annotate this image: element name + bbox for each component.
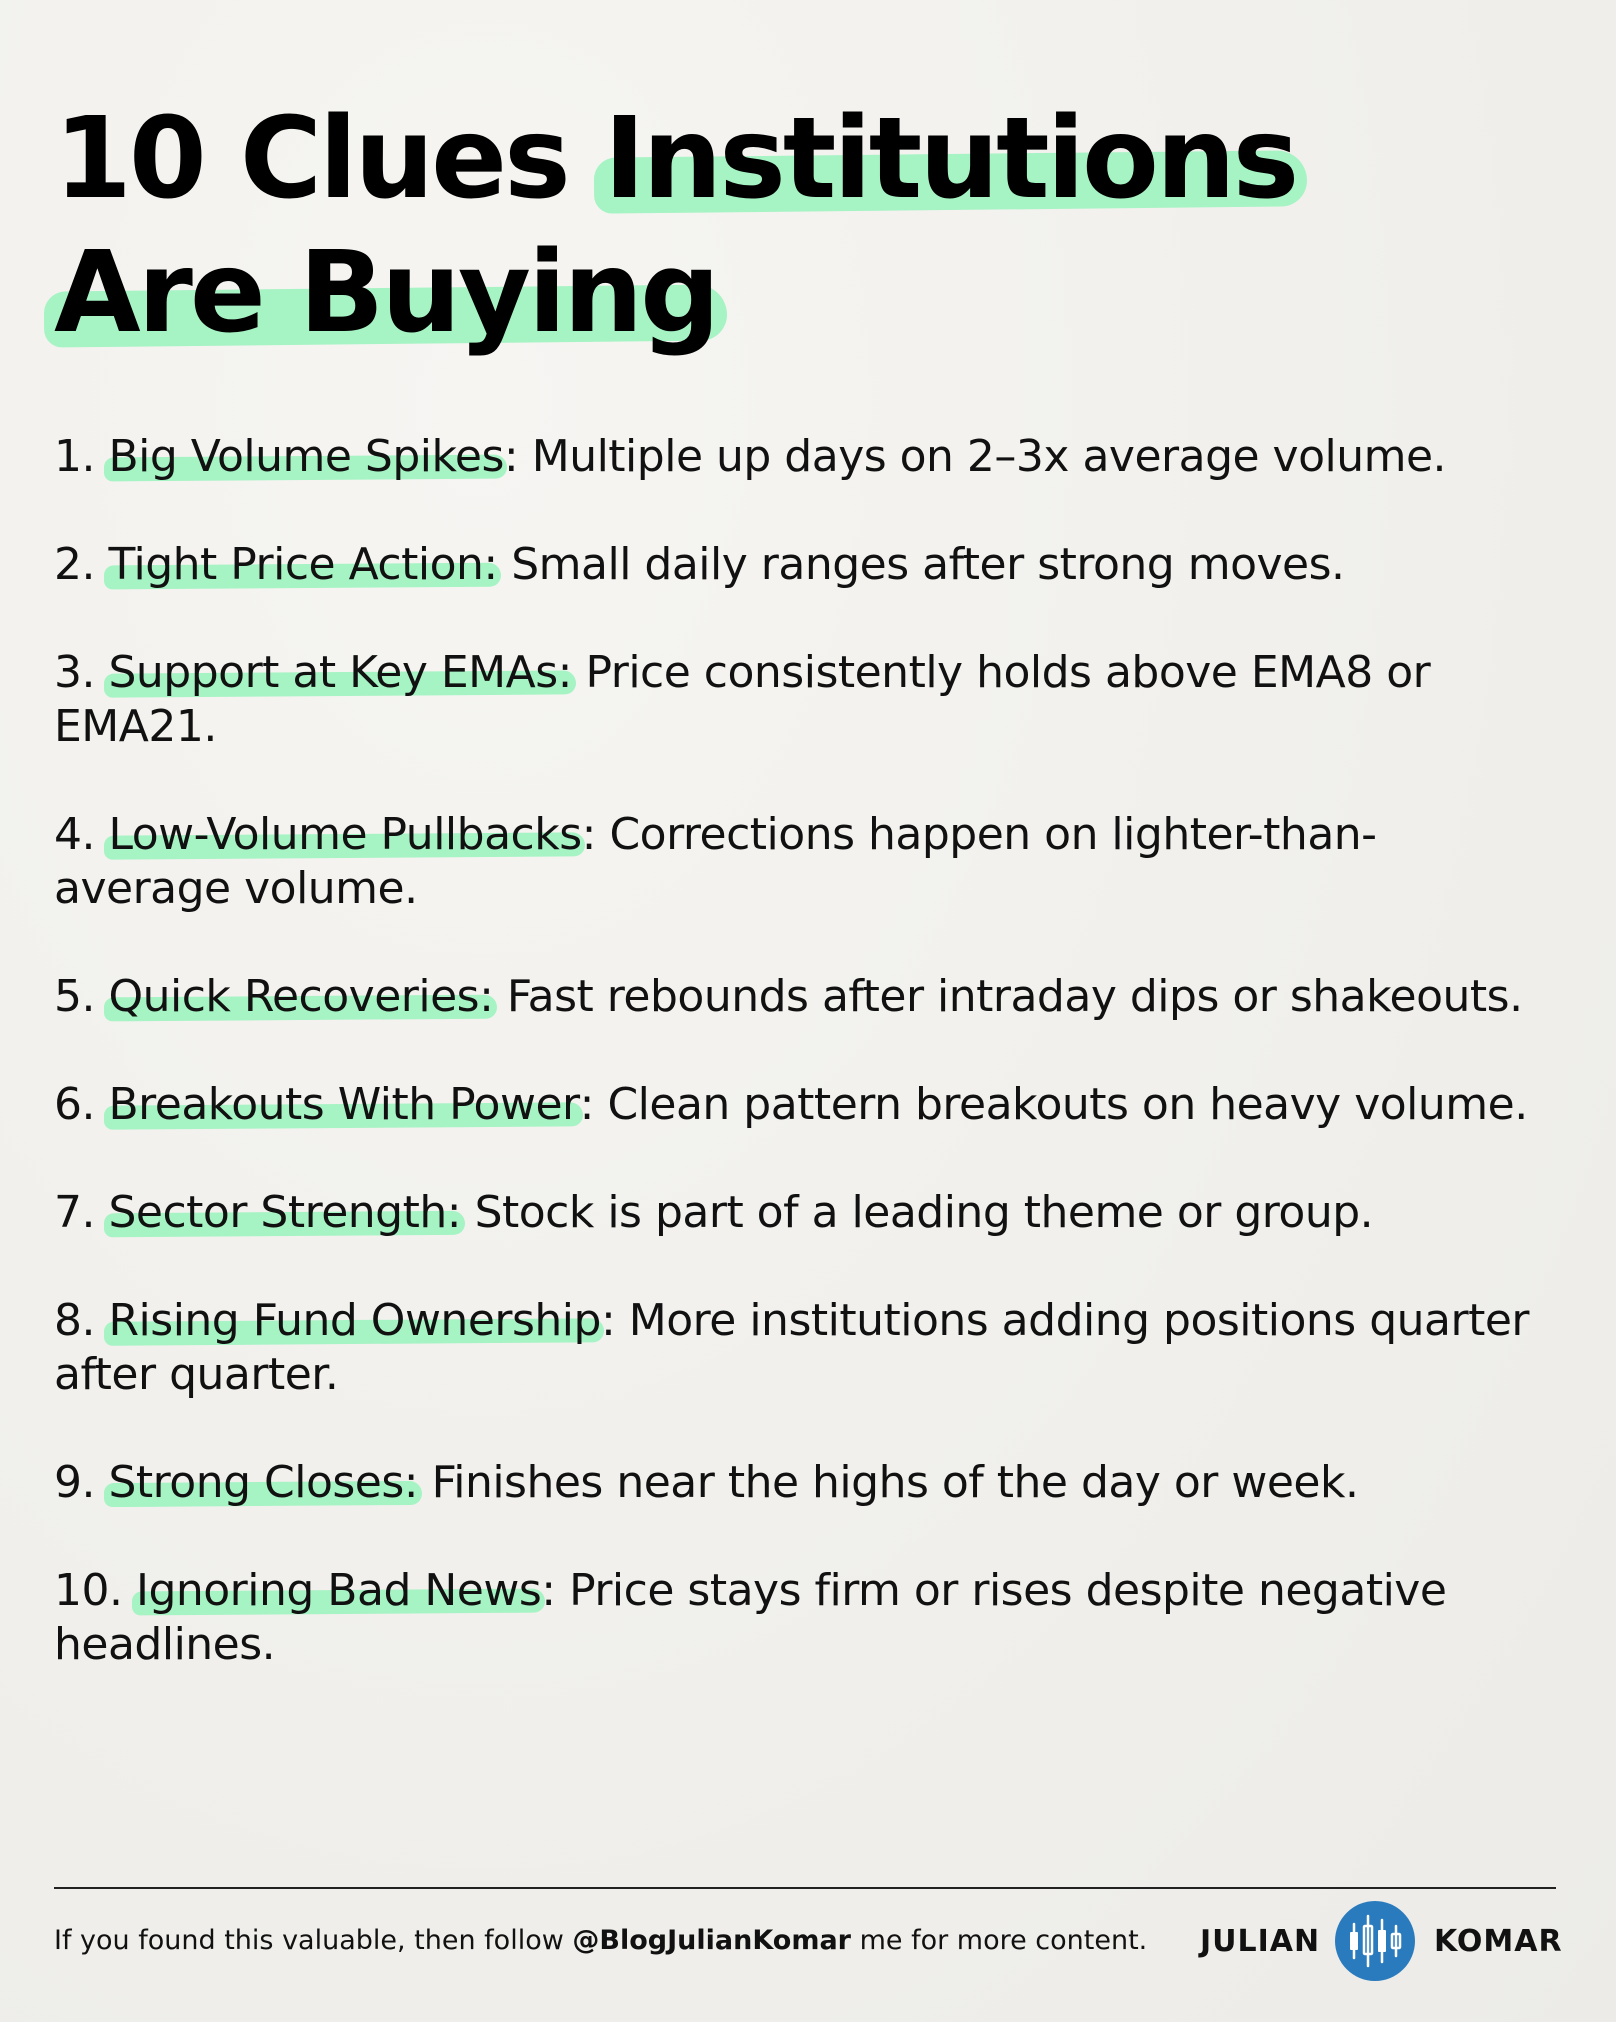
clue-item-10: 10. Ignoring Bad News: Price stays firm … [54, 1564, 1534, 1672]
clue-separator [461, 1187, 475, 1238]
clue-number: 7. [54, 1187, 109, 1238]
clue-item-2: 2. Tight Price Action: Small daily range… [54, 538, 1534, 592]
clue-separator [418, 1457, 432, 1508]
footer-handle-link[interactable]: @BlogJulianKomar [572, 1925, 851, 1956]
title-highlight-are-buying: Are Buying [54, 228, 720, 358]
page-title: 10 Clues Institutions Are Buying [54, 92, 1454, 360]
brand-logo-lockup: JULIAN KOMAR [1196, 1898, 1562, 1984]
clue-separator: : [600, 1295, 629, 1346]
clue-description: Price consistently holds above EMA8 or E… [54, 647, 1431, 752]
brand-last-name: KOMAR [1434, 1924, 1563, 1959]
clue-label-highlight: Strong Closes: [108, 1457, 419, 1508]
title-highlight-institutions: Institutions [603, 94, 1300, 224]
title-lead: 10 Clues [54, 94, 604, 224]
clue-label-highlight: Tight Price Action: [108, 539, 498, 590]
footer-message: If you found this valuable, then follow … [54, 1924, 1147, 1958]
clue-number: 8. [54, 1295, 109, 1346]
footer-text-before: If you found this valuable, then follow [54, 1925, 573, 1956]
footer-divider [54, 1887, 1556, 1889]
clue-label-highlight: Breakouts With Power [108, 1079, 580, 1130]
clue-number: 10. [54, 1565, 136, 1616]
clue-separator [493, 971, 507, 1022]
title-line-1: 10 Clues Institutions [54, 92, 1454, 226]
clue-number: 4. [54, 809, 109, 860]
clue-description: Fast rebounds after intraday dips or sha… [506, 971, 1523, 1022]
clue-number: 2. [54, 539, 109, 590]
clue-number: 9. [54, 1457, 109, 1508]
clue-label-highlight: Ignoring Bad News [135, 1565, 542, 1616]
clue-label-highlight: Quick Recoveries: [108, 971, 494, 1022]
clue-description: Clean pattern breakouts on heavy volume. [607, 1079, 1528, 1130]
clue-item-5: 5. Quick Recoveries: Fast rebounds after… [54, 970, 1534, 1024]
clue-description: More institutions adding positions quart… [54, 1295, 1530, 1400]
clue-label-highlight: Low-Volume Pullbacks [108, 809, 582, 860]
clue-label-highlight: Big Volume Spikes [108, 431, 504, 482]
footer-text-after: me for more content. [851, 1925, 1148, 1956]
clue-item-6: 6. Breakouts With Power: Clean pattern b… [54, 1078, 1534, 1132]
clue-separator: : [541, 1565, 570, 1616]
clue-label-highlight: Support at Key EMAs: [108, 647, 572, 698]
clue-number: 1. [54, 431, 109, 482]
title-line-2: Are Buying [54, 226, 1454, 360]
clue-item-3: 3. Support at Key EMAs: Price consistent… [54, 646, 1534, 754]
brand-first-name: JULIAN [1200, 1924, 1321, 1959]
clue-description: Stock is part of a leading theme or grou… [474, 1187, 1374, 1238]
clue-item-9: 9. Strong Closes: Finishes near the high… [54, 1456, 1534, 1510]
clue-separator: : [503, 431, 532, 482]
clue-description: Multiple up days on 2–3x average volume. [531, 431, 1447, 482]
clue-number: 6. [54, 1079, 109, 1130]
clue-list: 1. Big Volume Spikes: Multiple up days o… [54, 430, 1534, 1726]
clue-description: Small daily ranges after strong moves. [511, 539, 1345, 590]
clue-item-1: 1. Big Volume Spikes: Multiple up days o… [54, 430, 1534, 484]
clue-number: 3. [54, 647, 109, 698]
clue-item-4: 4. Low-Volume Pullbacks: Corrections hap… [54, 808, 1534, 916]
clue-separator [498, 539, 512, 590]
clue-separator: : [581, 809, 610, 860]
clue-item-7: 7. Sector Strength: Stock is part of a l… [54, 1186, 1534, 1240]
clue-separator [572, 647, 586, 698]
clue-description: Corrections happen on lighter-than-avera… [54, 809, 1377, 914]
clue-label-highlight: Sector Strength: [108, 1187, 462, 1238]
clue-label-highlight: Rising Fund Ownership [108, 1295, 601, 1346]
clue-item-8: 8. Rising Fund Ownership: More instituti… [54, 1294, 1534, 1402]
clue-separator: : [579, 1079, 608, 1130]
clue-description: Price stays firm or rises despite negati… [54, 1565, 1447, 1670]
clue-description: Finishes near the highs of the day or we… [431, 1457, 1359, 1508]
candlestick-chart-icon [1335, 1901, 1415, 1981]
clue-number: 5. [54, 971, 109, 1022]
